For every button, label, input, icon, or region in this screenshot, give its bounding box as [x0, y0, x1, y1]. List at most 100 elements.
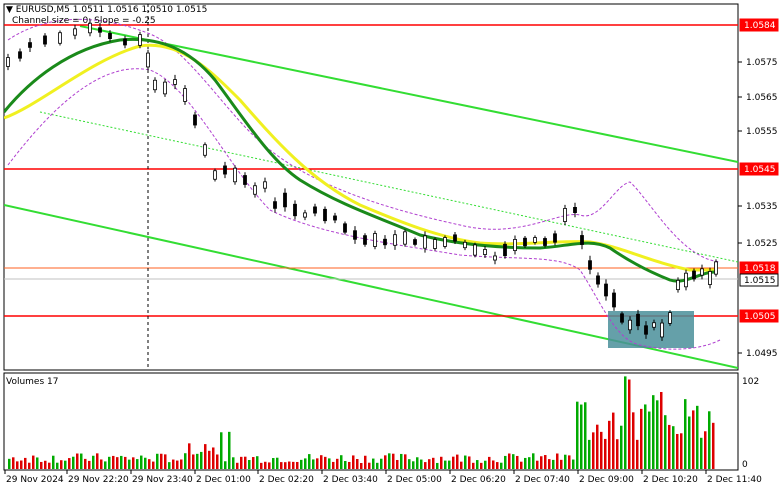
volume-bar [464, 455, 467, 469]
candle-body [580, 235, 584, 245]
volume-bar [296, 461, 299, 469]
candle-body [443, 237, 447, 247]
volume-bar [424, 462, 427, 469]
volume-bar [436, 462, 439, 469]
candle-body [692, 270, 696, 280]
price-level-tag-label: 1.0584 [744, 21, 776, 31]
volume-bar [56, 462, 59, 469]
volume-bar [316, 458, 319, 469]
candle-body [714, 261, 718, 275]
volume-max-label: 102 [742, 377, 759, 387]
candle-body [612, 292, 616, 308]
volume-bar [256, 456, 259, 469]
time-tick-label: 2 Dec 01:00 [196, 475, 251, 485]
volume-bar [292, 461, 295, 469]
price-tick-label: 1.0525 [746, 239, 778, 249]
candle-body [263, 181, 267, 189]
volume-bar [60, 460, 63, 469]
price-tick-label: 1.0535 [746, 202, 778, 212]
volume-bar [64, 460, 67, 469]
candle-body [636, 313, 640, 327]
volume-bar [548, 459, 551, 469]
volume-bar [492, 460, 495, 469]
volume-bar [384, 455, 387, 469]
candle-body [253, 185, 257, 195]
time-tick-label: 2 Dec 09:00 [579, 475, 634, 485]
volume-bar [240, 456, 243, 469]
volume-bar [512, 454, 515, 469]
volume-bar [88, 460, 91, 469]
time-tick-label: 2 Dec 11:40 [707, 475, 762, 485]
candle-body [383, 238, 387, 246]
volume-bar [236, 462, 239, 469]
volume-bar [392, 453, 395, 469]
volume-bar [496, 462, 499, 469]
volume-bar [232, 457, 235, 469]
volume-bar [80, 453, 83, 469]
candle-body [473, 244, 477, 256]
volume-bar [476, 460, 479, 469]
volume-bar [712, 422, 715, 469]
volume-bar [468, 456, 471, 469]
candle-body [533, 237, 537, 243]
volume-bar [204, 444, 207, 469]
candle-body [453, 234, 457, 242]
volume-bar [248, 460, 251, 469]
volume-bar [400, 453, 403, 469]
candle-body [588, 260, 592, 270]
candle-body [343, 223, 347, 233]
volume-bar [620, 425, 623, 469]
volume-bar [96, 453, 99, 469]
volume-bar [108, 456, 111, 469]
volume-bar [524, 457, 527, 469]
candle-body [73, 28, 77, 36]
volume-bar [588, 439, 591, 469]
volume-bar [640, 408, 643, 469]
volume-bar [616, 439, 619, 469]
volume-bar [24, 457, 27, 469]
volume-bar [508, 453, 511, 469]
price-axis: 1.0575 1.0565 1.0555 1.0535 1.0525 1.0495 [738, 58, 778, 359]
candle-body [323, 208, 327, 222]
volume-bar [116, 457, 119, 469]
volume-bar [396, 459, 399, 469]
volume-bar [332, 461, 335, 469]
volume-bar [560, 459, 563, 469]
volume-bar [376, 462, 379, 469]
candle-body [563, 208, 567, 222]
volume-bar [76, 453, 79, 469]
candle-body [573, 206, 577, 214]
volume-bar [36, 457, 39, 469]
candle-body [523, 237, 527, 247]
time-tick-label: 29 Nov 2024 [6, 475, 64, 485]
volume-bar [680, 433, 683, 469]
volume-bar [252, 457, 255, 469]
volume-bar [684, 399, 687, 469]
candle-body [146, 52, 150, 68]
volume-bar [184, 453, 187, 469]
candle-body [243, 175, 247, 185]
volume-bar [624, 376, 627, 469]
candle-body [363, 235, 367, 245]
candle-body [88, 22, 92, 34]
volume-bar [480, 462, 483, 469]
candle-body [660, 322, 664, 338]
volume-bar [556, 453, 559, 469]
volume-bar [172, 459, 175, 469]
indicator-info: Channel size = 0; Slope = -0.25 [12, 16, 156, 26]
volume-bar [672, 426, 675, 469]
price-level-tag-label: 1.0518 [744, 264, 776, 274]
volume-bar [404, 454, 407, 469]
candle-body [413, 239, 417, 245]
volume-bar [380, 458, 383, 469]
candle-body [123, 38, 127, 46]
volume-bar [32, 455, 35, 469]
volume-bar [628, 379, 631, 469]
price-candles [6, 19, 718, 341]
volume-bar [364, 455, 367, 469]
channel-mid-line [39, 111, 738, 263]
volume-bar [552, 459, 555, 469]
volume-bar [352, 455, 355, 469]
candle-body [353, 230, 357, 240]
